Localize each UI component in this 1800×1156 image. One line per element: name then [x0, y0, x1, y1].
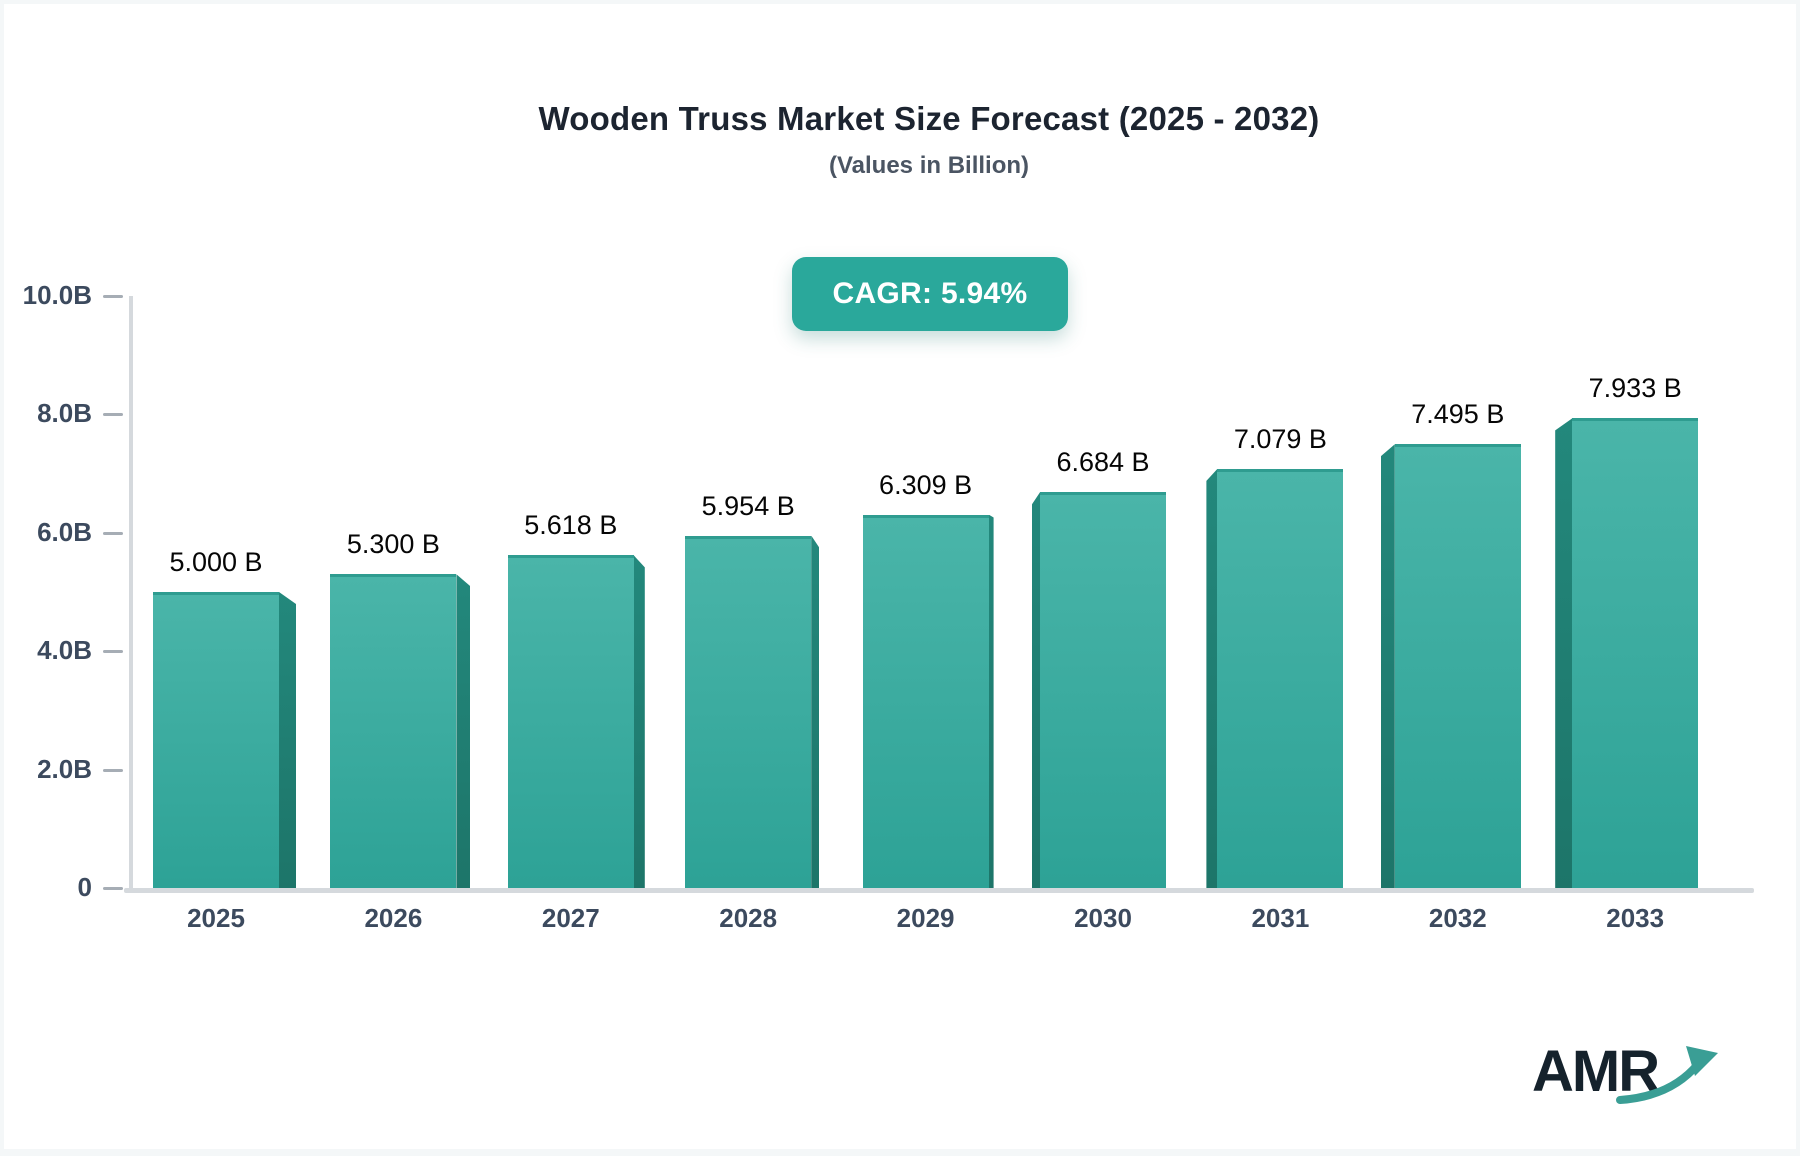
bar-side-face [988, 514, 994, 888]
y-tick-label: 10.0B [22, 280, 92, 310]
chart-title: Wooden Truss Market Size Forecast (2025 … [538, 100, 1320, 137]
bar-side-face [1206, 468, 1218, 888]
bar-side-face [633, 555, 645, 888]
y-tick-label: 0 [77, 872, 92, 902]
bar-value-label: 6.309 B [879, 469, 973, 500]
y-tick-label: 8.0B [37, 398, 92, 429]
y-tick-mark [103, 413, 123, 417]
bar-side-face [279, 592, 296, 888]
x-axis-label: 2029 [896, 903, 955, 933]
bar-value-label: 5.954 B [701, 490, 795, 521]
x-axis-label: 2031 [1251, 903, 1310, 933]
bar-side-face [1555, 418, 1573, 888]
bar [1217, 468, 1344, 888]
bar [685, 535, 812, 888]
bar-value-label: 7.933 B [1588, 373, 1682, 404]
bar-side-face [811, 535, 820, 888]
y-tick-mark [103, 531, 123, 535]
x-axis-label: 2025 [187, 903, 245, 933]
bar-value-label: 5.300 B [346, 529, 440, 560]
x-axis-label: 2026 [364, 903, 423, 933]
x-axis-label: 2032 [1428, 903, 1487, 933]
y-tick-mark [103, 887, 123, 890]
chart-subtitle: (Values in Billion) [828, 152, 1030, 179]
bar [153, 592, 279, 888]
x-axis-baseline [124, 888, 1754, 893]
bar [1394, 444, 1521, 888]
cagr-badge: CAGR: 5.94% [792, 257, 1068, 331]
bar-side-face [456, 574, 471, 888]
cagr-badge-label: CAGR: 5.94% [832, 277, 1028, 310]
x-axis-label: 2033 [1606, 903, 1665, 933]
x-axis-label: 2027 [541, 903, 600, 933]
bar [1040, 492, 1166, 888]
bar-side-face [1380, 444, 1395, 888]
bar-value-label: 6.684 B [1056, 447, 1150, 478]
y-tick-mark [103, 295, 123, 298]
y-axis-line [129, 296, 133, 888]
brand-logo: AMR [1532, 1034, 1732, 1118]
bar-value-label: 7.079 B [1233, 423, 1327, 454]
bar-value-label: 5.618 B [524, 510, 618, 541]
brand-logo-text: AMR [1532, 1039, 1660, 1104]
bar [507, 555, 634, 888]
y-tick-mark [103, 768, 123, 772]
trend-up-arrow-icon [1616, 1046, 1718, 1104]
bar-side-face [1032, 492, 1040, 888]
y-tick-mark [103, 650, 123, 654]
x-axis-label: 2028 [719, 903, 778, 933]
bar-value-label: 7.495 B [1411, 399, 1505, 430]
x-axis-label: 2030 [1074, 903, 1132, 933]
y-tick-label: 4.0B [37, 635, 92, 666]
bar [1572, 418, 1699, 888]
bar [862, 514, 989, 888]
bar-value-label: 5.000 B [169, 547, 263, 577]
y-tick-label: 6.0B [37, 516, 92, 547]
y-tick-label: 2.0B [37, 753, 92, 784]
bar [330, 574, 457, 888]
